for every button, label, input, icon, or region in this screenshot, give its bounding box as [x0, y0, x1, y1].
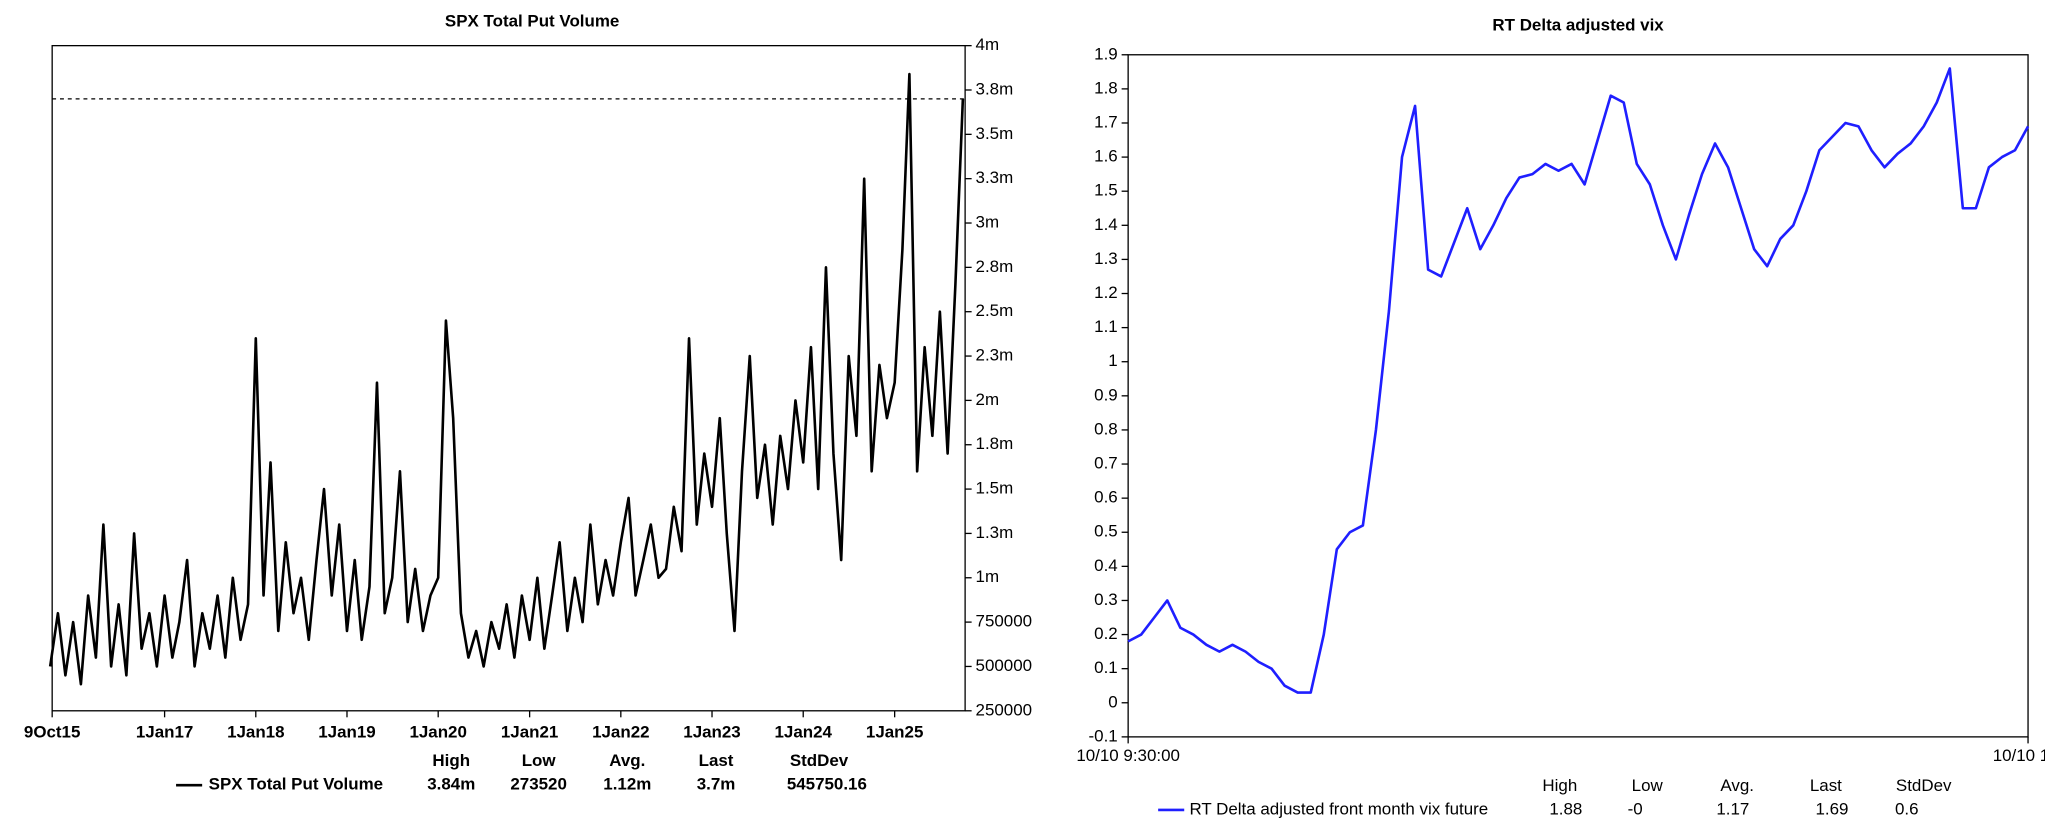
- stat-header: High: [1542, 776, 1577, 795]
- x-tick-label: 9Oct15: [24, 722, 80, 741]
- plot-frame: [51, 44, 966, 712]
- x-tick-label: 1Jan24: [774, 722, 832, 741]
- series-line: [1127, 67, 2030, 694]
- stat-value: 1.17: [1716, 799, 1749, 818]
- y-tick-label: 0.2: [1094, 624, 1118, 643]
- chart-title: RT Delta adjusted vix: [1492, 16, 1664, 35]
- y-tick-label: 4m: [976, 35, 1000, 54]
- x-tick-label: 1Jan18: [227, 722, 284, 741]
- y-tick-label: 1.5m: [976, 479, 1014, 498]
- y-tick-label: 0: [1108, 692, 1117, 711]
- x-tick-label: 1Jan25: [866, 722, 923, 741]
- y-tick-label: 2.3m: [976, 346, 1014, 365]
- stat-header: Avg.: [609, 751, 645, 770]
- y-tick-label: 750000: [976, 612, 1033, 631]
- legend-label: SPX Total Put Volume: [209, 775, 383, 794]
- y-tick-label: 3m: [976, 213, 1000, 232]
- y-tick-label: 1: [1108, 351, 1117, 370]
- x-tick-label: 1Jan19: [318, 722, 375, 741]
- stat-value: 0.6: [1895, 799, 1919, 818]
- y-tick-label: 1.1: [1094, 317, 1118, 336]
- y-tick-label: 1.3: [1094, 249, 1118, 268]
- y-tick-label: 0.7: [1094, 454, 1118, 473]
- stat-value: 1.12m: [603, 775, 651, 794]
- y-tick-label: 1.6: [1094, 147, 1118, 166]
- y-tick-label: 1.8m: [976, 434, 1014, 453]
- x-tick-label: 10/10 16:: [1993, 746, 2045, 765]
- stat-value: 3.7m: [697, 775, 736, 794]
- stat-header: Avg.: [1720, 776, 1754, 795]
- y-tick-label: 0.4: [1094, 556, 1118, 575]
- y-tick-label: 1.2: [1094, 283, 1118, 302]
- x-tick-label: 10/10 9:30:00: [1076, 746, 1180, 765]
- legend-label: RT Delta adjusted front month vix future: [1189, 799, 1488, 818]
- y-tick-label: 1.7: [1094, 112, 1118, 131]
- y-tick-label: 3.3m: [976, 168, 1014, 187]
- y-tick-label: 2.5m: [976, 301, 1014, 320]
- y-tick-label: 2.8m: [976, 257, 1014, 276]
- y-tick-label: 0.6: [1094, 488, 1118, 507]
- y-tick-label: 3.5m: [976, 124, 1014, 143]
- y-tick-label: 0.9: [1094, 385, 1118, 404]
- y-tick-label: 1.4: [1094, 215, 1118, 234]
- x-tick-label: 1Jan20: [409, 722, 466, 741]
- y-tick-label: 0.5: [1094, 522, 1118, 541]
- x-tick-label: 1Jan23: [683, 722, 740, 741]
- x-tick-label: 1Jan22: [592, 722, 649, 741]
- stat-header: StdDev: [790, 751, 849, 770]
- stat-header: Last: [1810, 776, 1842, 795]
- y-tick-label: 1.8: [1094, 78, 1118, 97]
- chart-title: SPX Total Put Volume: [445, 12, 619, 31]
- stat-value: 545750.16: [787, 775, 867, 794]
- stat-header: Low: [522, 751, 557, 770]
- stat-header: Last: [699, 751, 734, 770]
- stat-header: High: [432, 751, 470, 770]
- stat-value: 3.84m: [427, 775, 475, 794]
- y-tick-label: 250000: [976, 700, 1033, 719]
- y-tick-label: 1m: [976, 567, 1000, 586]
- y-tick-label: -0.1: [1089, 726, 1118, 745]
- stat-value: 1.69: [1815, 799, 1848, 818]
- y-tick-label: 2m: [976, 390, 1000, 409]
- y-tick-label: 1.3m: [976, 523, 1014, 542]
- y-tick-label: 3.8m: [976, 79, 1014, 98]
- y-tick-label: 0.8: [1094, 419, 1118, 438]
- stat-value: 1.88: [1549, 799, 1582, 818]
- stat-header: StdDev: [1896, 776, 1952, 795]
- y-tick-label: 500000: [976, 656, 1033, 675]
- series-line: [48, 72, 965, 686]
- x-tick-label: 1Jan17: [136, 722, 193, 741]
- y-tick-label: 0.1: [1094, 658, 1118, 677]
- stat-header: Low: [1632, 776, 1664, 795]
- x-tick-label: 1Jan21: [501, 722, 558, 741]
- y-tick-label: 1.9: [1094, 44, 1118, 63]
- y-tick-label: 1.5: [1094, 181, 1118, 200]
- stat-value: -0: [1628, 799, 1643, 818]
- y-tick-label: 0.3: [1094, 590, 1118, 609]
- stat-value: 273520: [510, 775, 567, 794]
- plot-frame: [1127, 54, 2029, 738]
